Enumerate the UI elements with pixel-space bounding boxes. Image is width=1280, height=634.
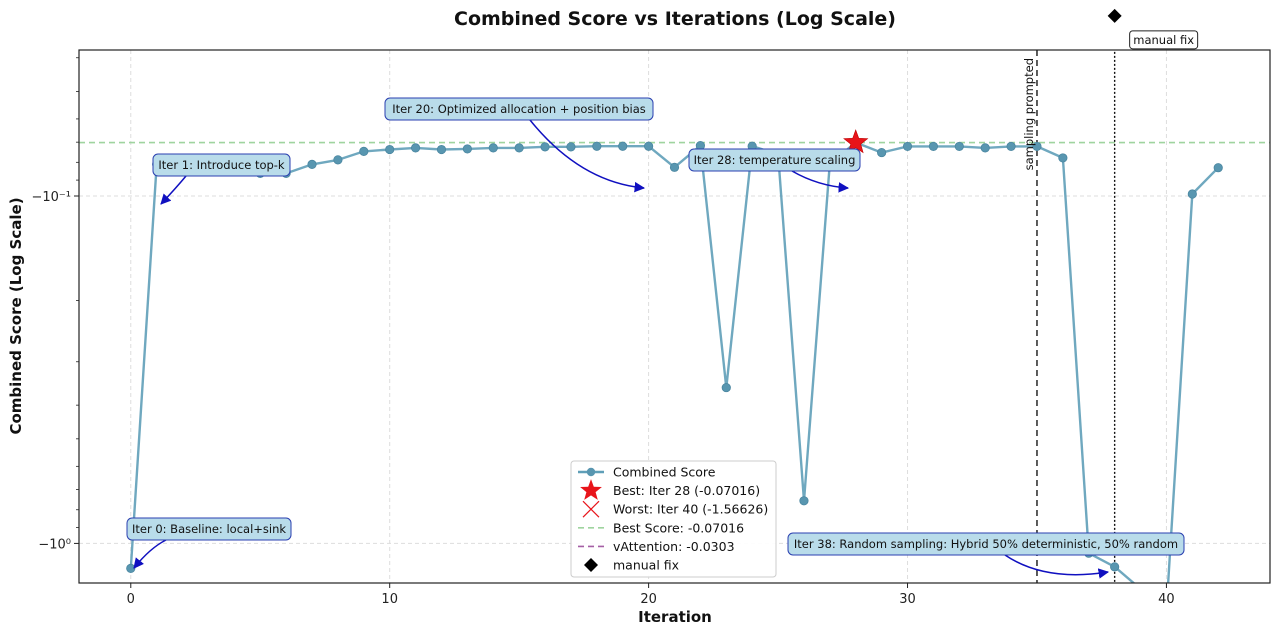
data-point (1110, 562, 1120, 572)
data-point (307, 159, 317, 169)
y-axis-label: Combined Score (Log Scale) (7, 197, 25, 434)
legend: Combined Score Best: Iter 28 (-0.07016) Wo… (570, 460, 777, 578)
data-point (359, 146, 369, 156)
best-marker-star (843, 129, 869, 154)
data-point (669, 162, 680, 172)
y-tick-label: −10⁻¹ (31, 190, 71, 205)
legend-label: Combined Score (613, 465, 716, 480)
data-point (721, 382, 731, 393)
data-point (799, 496, 809, 506)
legend-marker-combined (586, 467, 596, 477)
data-point (618, 141, 628, 151)
data-point (514, 143, 524, 153)
annotation-box (384, 97, 654, 121)
data-point (1006, 141, 1016, 152)
annotation-arrow (133, 539, 167, 569)
axis-layer: 0 10 20 30 40 −10⁻¹ −10⁰ (31, 57, 1175, 607)
data-point (1187, 189, 1197, 199)
x-tick-label: 30 (899, 592, 916, 607)
data-point (592, 141, 602, 151)
data-point (980, 143, 990, 153)
manual-fix-label: manual fix (1133, 33, 1194, 47)
data-point (126, 563, 136, 573)
data-point (540, 142, 550, 152)
y-tick-label: −10⁰ (38, 537, 71, 552)
annotation-label: Iter 38: Random sampling: Hybrid 50% det… (794, 537, 1178, 551)
x-tick-label: 40 (1158, 592, 1175, 607)
x-tick-label: 0 (127, 592, 135, 607)
x-tick-label: 10 (381, 592, 398, 607)
legend-label: Best Score: -0.07016 (613, 520, 744, 535)
annotation-box (152, 153, 291, 177)
legend-label: manual fix (613, 558, 679, 573)
manual-fix-marker (1107, 8, 1122, 23)
data-point (1058, 153, 1068, 163)
data-point (488, 143, 498, 153)
annotation-label: Iter 28: temperature scaling (694, 153, 856, 167)
annotation-arrow (1004, 554, 1110, 579)
legend-label: vAttention: -0.0303 (613, 539, 735, 554)
data-point (877, 147, 887, 158)
legend-frame (570, 460, 777, 578)
annotation-arrow (160, 175, 187, 205)
chart-title: Combined Score vs Iterations (Log Scale) (454, 8, 896, 30)
data-point (410, 143, 421, 153)
data-point (436, 144, 447, 155)
legend-marker-best (580, 479, 602, 500)
data-point (644, 141, 654, 151)
data-point (1162, 607, 1170, 615)
annotation-arrow (529, 119, 646, 193)
annotation-box (688, 148, 861, 172)
annotation-arrow (791, 170, 850, 193)
annotation-box (126, 517, 292, 541)
annotation-label: Iter 20: Optimized allocation + position… (392, 102, 646, 116)
data-point (954, 141, 964, 152)
data-point (566, 142, 576, 152)
vline-label: sampling prompted (1022, 58, 1036, 170)
annotation-label: Iter 1: Introduce top-k (158, 158, 285, 172)
data-point (1032, 141, 1042, 152)
marker-layer (843, 8, 1122, 154)
manual-fix-box (1129, 30, 1199, 50)
plot-frame (78, 49, 1271, 584)
x-axis-label: Iteration (638, 608, 712, 626)
data-point (385, 144, 395, 155)
annotation-label: Iter 0: Baseline: local+sink (132, 522, 286, 536)
legend-label: Best: Iter 28 (-0.07016) (613, 483, 760, 498)
data-point (462, 144, 472, 154)
annotation-box (787, 532, 1185, 556)
legend-marker-manual-fix (584, 558, 598, 572)
data-point (902, 141, 913, 152)
legend-label: Worst: Iter 40 (-1.56626) (613, 502, 768, 517)
data-point (1213, 163, 1223, 173)
reference-lines (79, 50, 1270, 583)
annotations-layer: sampling prompted manual fix Iter 0: Basel… (126, 30, 1199, 579)
legend-marker-worst (582, 500, 600, 518)
x-tick-label: 20 (640, 592, 657, 607)
data-point (333, 155, 343, 165)
data-point (928, 141, 939, 152)
